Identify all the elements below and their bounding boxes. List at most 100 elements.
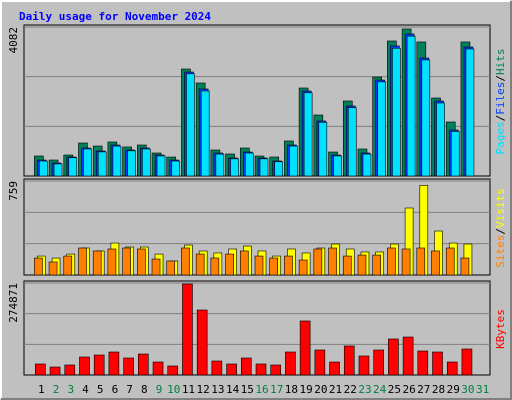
x-tick-label: 25: [388, 383, 401, 396]
bar: [347, 107, 357, 177]
x-tick-label: 23: [358, 383, 371, 396]
bar: [226, 363, 237, 376]
bar: [142, 148, 151, 177]
x-tick-label: 5: [97, 383, 104, 396]
bar: [79, 356, 90, 376]
bar: [465, 48, 475, 177]
bar: [255, 363, 267, 376]
bar: [342, 255, 352, 276]
bar: [406, 35, 416, 177]
bar: [64, 364, 76, 376]
legend-label: Files: [494, 82, 507, 115]
bar: [122, 247, 131, 276]
bar: [387, 247, 396, 276]
bar: [48, 261, 58, 276]
bar: [343, 345, 355, 376]
bar: [445, 247, 455, 276]
x-tick-label: 29: [447, 383, 460, 396]
bar: [138, 353, 149, 376]
bar: [215, 153, 225, 177]
bar: [78, 247, 87, 276]
bar: [53, 163, 63, 177]
bar: [196, 309, 208, 376]
bar: [328, 247, 337, 276]
bar: [289, 145, 298, 177]
bar: [181, 247, 190, 276]
legend-label: Sites: [494, 235, 507, 268]
bar: [230, 158, 239, 177]
legend-separator: /: [494, 228, 507, 235]
bar: [392, 47, 401, 177]
x-tick-label: 15: [241, 383, 254, 396]
bar: [416, 247, 426, 276]
x-tick-label: 16: [255, 383, 268, 396]
x-tick-label: 10: [167, 383, 180, 396]
x-tick-label: 27: [417, 383, 430, 396]
bar: [63, 255, 73, 276]
x-tick-label: 4: [82, 383, 89, 396]
bar: [97, 151, 107, 177]
bar: [450, 131, 460, 177]
bar: [402, 336, 414, 376]
x-tick-label: 12: [197, 383, 210, 396]
bar: [83, 148, 92, 177]
bar: [239, 250, 249, 276]
bar: [377, 81, 386, 177]
x-tick-label: 19: [300, 383, 313, 396]
bar: [254, 255, 264, 276]
x-tick-label: 26: [402, 383, 415, 396]
bar: [68, 157, 78, 177]
bar: [259, 158, 269, 177]
legend-label: Visits: [494, 188, 507, 228]
bar: [298, 259, 308, 276]
bar: [93, 354, 105, 376]
bar: [108, 351, 120, 376]
x-tick-label: 21: [329, 383, 342, 396]
bar: [35, 363, 46, 376]
legend: Sites/Visits: [494, 188, 507, 268]
bar: [329, 361, 340, 376]
x-tick-label: 22: [344, 383, 357, 396]
bar: [167, 365, 179, 376]
bar: [358, 355, 370, 376]
x-tick-label: 18: [285, 383, 298, 396]
bar: [303, 92, 313, 177]
legend-separator: /: [494, 75, 507, 82]
bar: [373, 349, 384, 376]
bar: [225, 253, 234, 276]
legend-label: Hits: [494, 49, 507, 76]
x-tick-label: 3: [67, 383, 74, 396]
x-tick-label: 1: [38, 383, 45, 396]
bar: [285, 351, 296, 376]
bar: [200, 90, 210, 177]
bar: [388, 338, 399, 376]
bar: [401, 248, 411, 276]
x-tick-label: 20: [314, 383, 327, 396]
bar: [431, 250, 440, 276]
bar: [269, 257, 279, 276]
y-tick-label: 4082: [7, 27, 20, 54]
bar: [446, 361, 458, 376]
bar: [152, 361, 164, 376]
x-tick-label: 17: [270, 383, 283, 396]
bar: [186, 73, 195, 177]
bar: [107, 248, 117, 276]
bar: [112, 145, 122, 177]
x-tick-label: 11: [182, 383, 195, 396]
y-tick-label: 759: [7, 181, 20, 201]
bar: [171, 160, 181, 177]
chart-title: Daily usage for November 2024: [19, 10, 211, 23]
bar: [123, 357, 134, 376]
bar: [333, 155, 342, 177]
x-tick-label: 8: [141, 383, 148, 396]
x-tick-label: 31: [476, 383, 489, 396]
bar: [372, 254, 381, 276]
bar: [461, 348, 473, 376]
bar: [137, 248, 146, 276]
y-tick-label: 274871: [7, 283, 20, 323]
bar: [127, 150, 136, 177]
x-tick-label: 7: [126, 383, 133, 396]
